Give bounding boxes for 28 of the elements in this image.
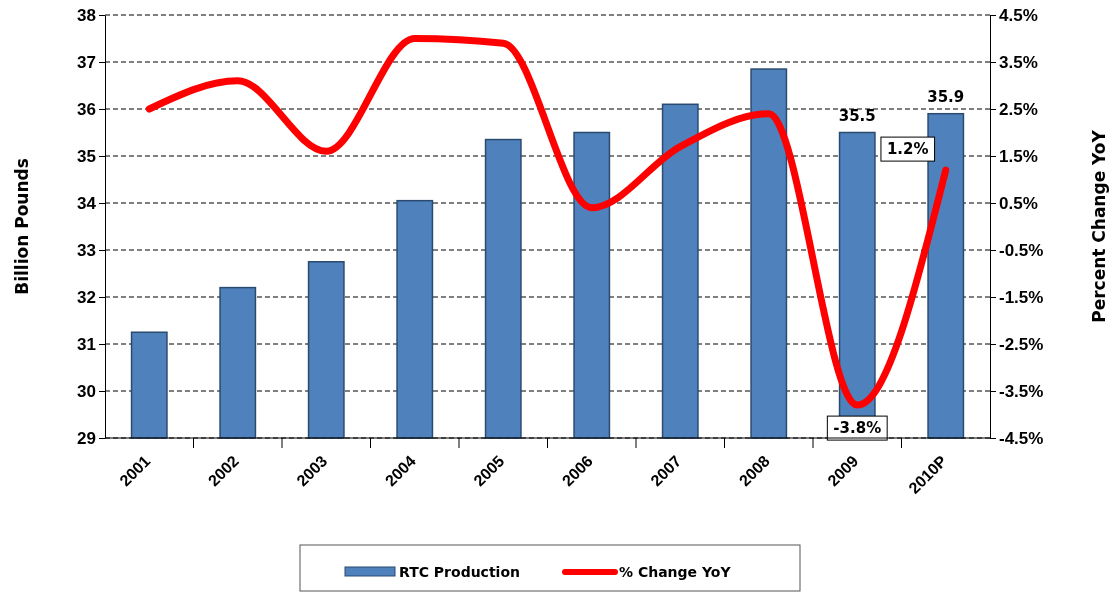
data-label: 1.2% — [886, 140, 929, 159]
y-tick-label: 36 — [77, 99, 96, 119]
y2-tick-label: -3.5% — [999, 381, 1044, 401]
y2-tick-label: -2.5% — [999, 334, 1044, 354]
data-label: -3.8% — [833, 419, 882, 438]
y2-tick-label: 4.5% — [999, 5, 1038, 25]
y-tick-label: 37 — [77, 52, 96, 72]
y2-tick-label: -0.5% — [999, 240, 1044, 260]
y2-tick-label: 0.5% — [999, 193, 1038, 213]
y-tick-label: 33 — [77, 240, 96, 260]
y-tick-label: 31 — [77, 334, 96, 354]
y-tick-label: 32 — [77, 287, 96, 307]
data-label: 35.5 — [838, 106, 876, 125]
y2-tick-label: -1.5% — [999, 287, 1044, 307]
y-axis-title: Billion Pounds — [12, 158, 32, 295]
y2-tick-label: 3.5% — [999, 52, 1038, 72]
y2-tick-label: 1.5% — [999, 146, 1038, 166]
y2-tick-label: -4.5% — [999, 428, 1044, 448]
legend-label: RTC Production — [399, 564, 520, 580]
y-tick-label: 29 — [77, 428, 96, 448]
y-tick-label: 38 — [77, 5, 96, 25]
data-label: 35.9 — [927, 87, 965, 106]
y2-tick-label: 2.5% — [999, 99, 1038, 119]
y-tick-label: 35 — [77, 146, 96, 166]
legend-label: % Change YoY — [619, 564, 732, 580]
y-tick-label: 30 — [77, 381, 96, 401]
y2-axis-title: Percent Change YoY — [1089, 129, 1109, 323]
y-tick-label: 34 — [77, 193, 97, 213]
